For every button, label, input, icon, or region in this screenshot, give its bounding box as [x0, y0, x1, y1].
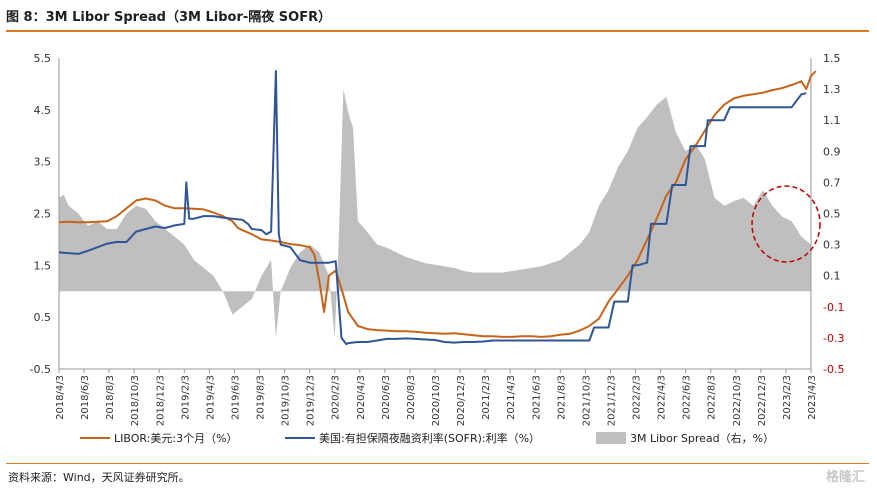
right-tick-label: 0.5 — [823, 208, 841, 221]
bottom-rule — [6, 463, 869, 464]
ticks-layer: 5.5 4.5 3.5 2.5 1.5 0.5 -0.5 1.5 1.3 1.1 0.9 0.7 0.5… — [30, 52, 845, 426]
x-tick-label: 2021/2/3 — [481, 375, 492, 420]
x-tick-label: 2019/8/3 — [256, 375, 267, 420]
x-tick-label: 2021/6/3 — [531, 375, 542, 420]
x-tick-label: 2023/4/3 — [807, 375, 818, 420]
legend-sofr-label: 美国:有担保隔夜融资利率(SOFR):利率（%） — [319, 431, 540, 445]
left-tick-label: 3.5 — [34, 156, 52, 169]
left-tick-label: 1.5 — [34, 259, 52, 272]
x-tick-label: 2020/2/3 — [331, 375, 342, 420]
right-tick-label: -0.1 — [823, 301, 844, 314]
x-tick-label: 2021/8/3 — [556, 375, 567, 420]
x-tick-label: 2018/10/3 — [130, 375, 141, 426]
source-note: 资料来源：Wind，天风证券研究所。 — [8, 471, 190, 484]
left-tick-label: 4.5 — [34, 104, 52, 117]
x-tick-label: 2022/10/3 — [732, 375, 743, 426]
right-tick-label: 1.5 — [823, 52, 841, 65]
legend: LIBOR:美元:3个月（%） 美国:有担保隔夜融资利率(SOFR):利率（%） 3… — [80, 431, 774, 445]
series-spread-area — [59, 89, 811, 338]
x-tick-label: 2018/12/3 — [155, 375, 166, 426]
x-tick-label: 2019/6/3 — [230, 375, 241, 420]
right-tick-label: -0.3 — [823, 332, 844, 345]
annotation-ellipse — [751, 185, 821, 263]
legend-spread-label: 3M Libor Spread（右，%） — [630, 431, 774, 445]
spread-area-layer — [59, 89, 811, 338]
x-tick-label: 2021/4/3 — [506, 375, 517, 420]
series-sofr-line — [58, 70, 807, 346]
right-tick-label: 0.9 — [823, 145, 841, 158]
right-tick-label: 0.3 — [823, 239, 841, 252]
x-tick-label: 2020/4/3 — [356, 375, 367, 420]
x-tick-label: 2019/12/3 — [306, 375, 317, 426]
x-tick-label: 2020/10/3 — [431, 375, 442, 426]
right-tick-label: 1.3 — [823, 83, 841, 96]
right-tick-label: 1.1 — [823, 114, 841, 127]
right-tick-label: -0.5 — [823, 363, 844, 376]
x-tick-label: 2021/12/3 — [606, 375, 617, 426]
right-tick-label: 0.1 — [823, 270, 841, 283]
x-tick-label: 2019/4/3 — [205, 375, 216, 420]
watermark-logo: 格隆汇 — [825, 470, 865, 485]
x-tick-label: 2022/4/3 — [657, 375, 668, 420]
x-tick-label: 2022/12/3 — [757, 375, 768, 426]
legend-libor-label: LIBOR:美元:3个月（%） — [114, 432, 238, 445]
left-tick-label: -0.5 — [30, 363, 51, 376]
left-tick-label: 2.5 — [34, 208, 52, 221]
x-tick-label: 2020/12/3 — [456, 375, 467, 426]
top-rule — [6, 30, 869, 32]
x-tick-label: 2018/6/3 — [80, 375, 91, 420]
x-tick-label: 2018/4/3 — [55, 375, 66, 420]
x-tick-label: 2023/2/3 — [782, 375, 793, 420]
left-tick-label: 5.5 — [34, 52, 52, 65]
x-tick-label: 2021/10/3 — [581, 375, 592, 426]
x-tick-label: 2020/6/3 — [381, 375, 392, 420]
legend-spread-swatch — [596, 432, 626, 444]
lines-layer — [58, 70, 817, 346]
left-tick-label: 0.5 — [34, 311, 52, 324]
x-tick-label: 2019/10/3 — [281, 375, 292, 426]
x-tick-label: 2022/6/3 — [682, 375, 693, 420]
right-tick-label: 0.7 — [823, 176, 841, 189]
x-tick-label: 2019/2/3 — [180, 375, 191, 420]
chart-title: 图 8：3M Libor Spread（3M Libor-隔夜 SOFR） — [6, 10, 332, 25]
x-tick-label: 2022/8/3 — [707, 375, 718, 420]
x-tick-label: 2022/2/3 — [632, 375, 643, 420]
x-tick-label: 2020/8/3 — [406, 375, 417, 420]
x-tick-label: 2018/8/3 — [105, 375, 116, 420]
